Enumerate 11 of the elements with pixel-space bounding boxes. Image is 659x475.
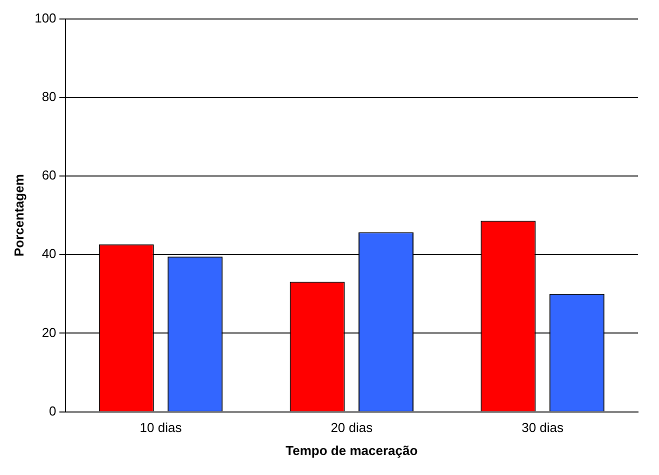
x-tick-label: 10 dias <box>140 420 182 436</box>
y-tick-label: 100 <box>34 10 56 26</box>
x-axis-title: Tempo de maceração <box>286 442 418 458</box>
y-tick-label: 20 <box>42 324 56 340</box>
x-tick-label: 30 dias <box>522 420 564 436</box>
x-tick-label: 20 dias <box>330 420 374 436</box>
y-tick-label: 60 <box>42 168 56 183</box>
y-tick-label: 80 <box>42 88 56 104</box>
y-axis-title: Porcentagem <box>11 174 26 256</box>
y-tick-label: 40 <box>42 246 56 262</box>
y-tick-label: 0 <box>49 403 56 418</box>
